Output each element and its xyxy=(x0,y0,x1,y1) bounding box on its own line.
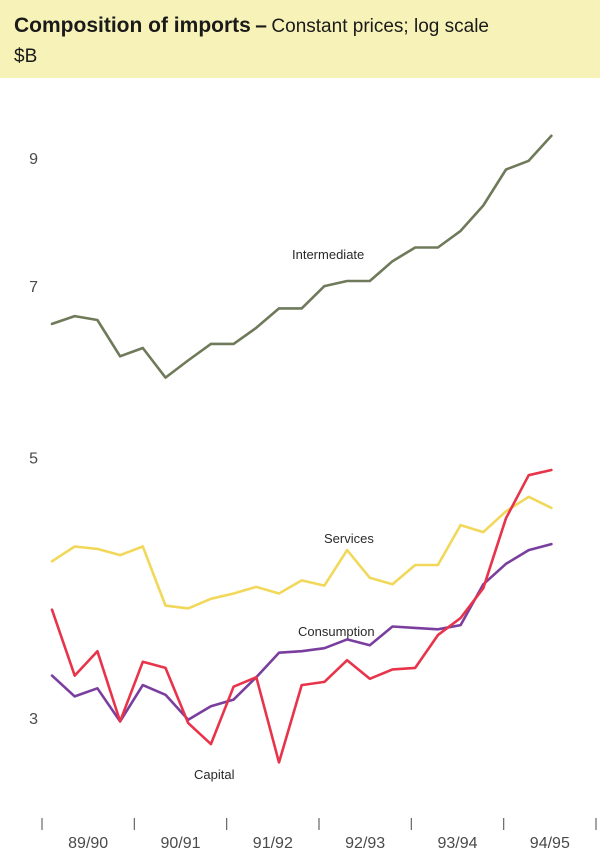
x-tick-label: 90/91 xyxy=(160,835,200,852)
series-line-services xyxy=(50,495,553,610)
chart-subtitle: Constant prices; log scale xyxy=(271,16,489,37)
series-label-intermediate: Intermediate xyxy=(292,247,364,262)
series-label-capital: Capital xyxy=(194,767,235,782)
y-tick-label: 7 xyxy=(29,279,38,296)
x-tick-label: 92/93 xyxy=(345,835,385,852)
x-tick-label: 89/90 xyxy=(68,835,108,852)
series-line-intermediate xyxy=(50,134,553,379)
series-label-services: Services xyxy=(324,531,374,546)
series-line-consumption xyxy=(50,542,553,723)
y-tick-label: 3 xyxy=(29,711,38,728)
chart-title-line: Composition of imports – Constant prices… xyxy=(14,14,489,38)
title-separator: – xyxy=(255,14,267,37)
x-tick-label: 93/94 xyxy=(437,835,477,852)
chart-header: Composition of imports – Constant prices… xyxy=(0,0,600,78)
y-tick-label: 5 xyxy=(29,451,38,468)
y-axis-unit: $B xyxy=(14,46,38,67)
x-tick-label: 94/95 xyxy=(530,835,570,852)
line-chart: 3 5 7 9 89/90 90/91 91/92 92/93 93/94 94/95 Interm… xyxy=(29,134,597,852)
series-label-consumption: Consumption xyxy=(298,624,375,639)
y-tick-label: 9 xyxy=(29,151,38,168)
series-line-capital xyxy=(50,468,553,764)
chart-title: Composition of imports xyxy=(14,14,251,37)
x-tick-label: 91/92 xyxy=(253,835,293,852)
